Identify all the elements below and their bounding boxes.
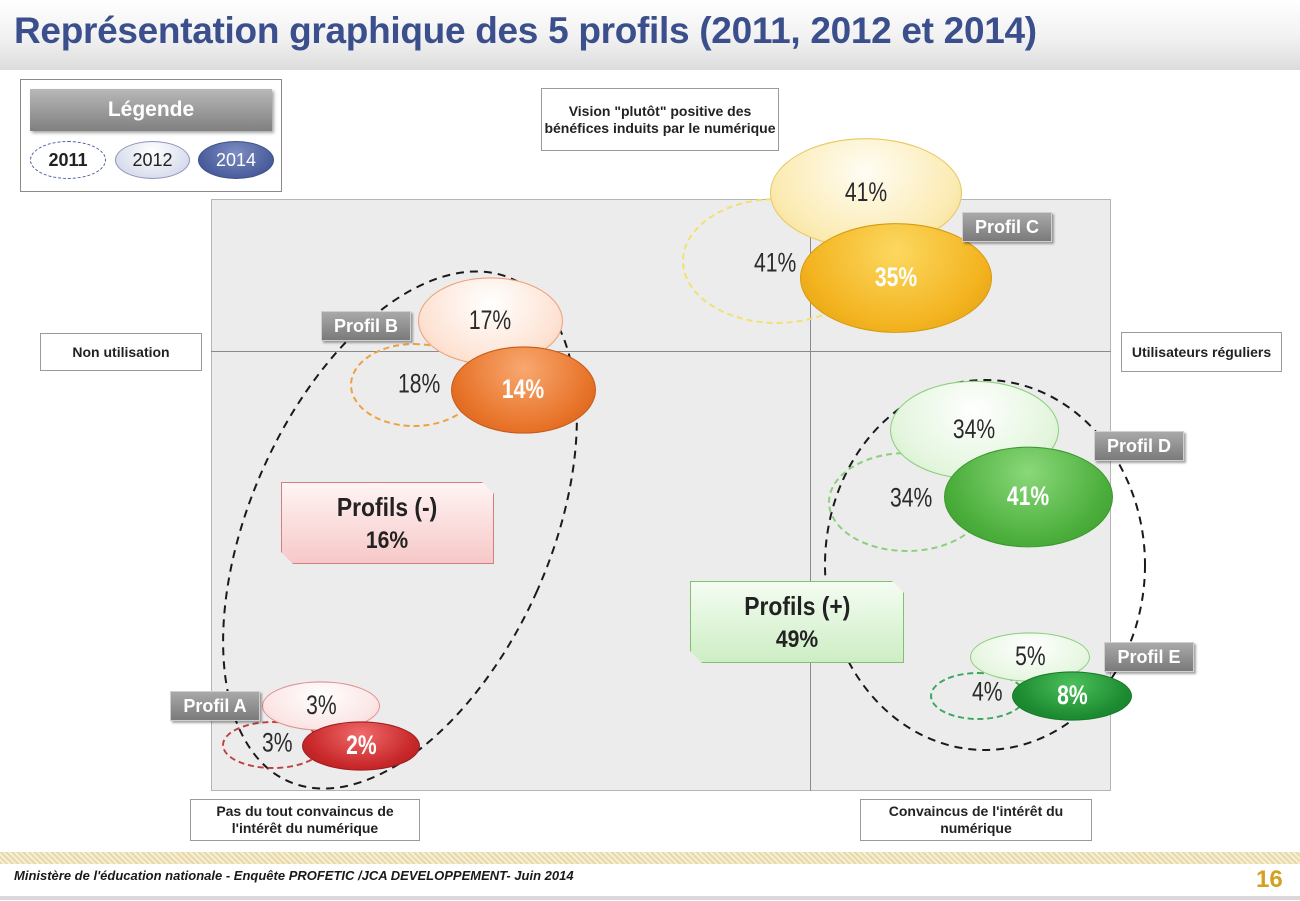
title-bar xyxy=(0,0,1300,70)
profile-e-2014-bubble: 8% xyxy=(1012,671,1132,721)
bottom-border xyxy=(0,896,1300,900)
profile-a-2011-value: 3% xyxy=(262,728,293,759)
slide-title: Représentation graphique des 5 profils (… xyxy=(14,10,1037,51)
legend-title: Légende xyxy=(30,89,272,131)
axis-label-top: Vision "plutôt" positive des bénéfices i… xyxy=(541,88,779,151)
axis-label-right: Utilisateurs réguliers xyxy=(1121,332,1282,372)
legend-2012: 2012 xyxy=(115,141,190,179)
axis-label-left: Non utilisation xyxy=(40,333,202,371)
profile-d-label: Profil D xyxy=(1094,431,1184,461)
profile-b-2011-value: 18% xyxy=(398,369,441,400)
legend-2011: 2011 xyxy=(30,141,106,179)
profile-e-label: Profil E xyxy=(1104,642,1194,672)
profile-c-label: Profil C xyxy=(962,212,1052,242)
profile-d-2014-bubble: 41% xyxy=(944,446,1113,548)
positive-group-outline xyxy=(824,379,1146,751)
page-number: 16 xyxy=(1256,866,1283,893)
negative-profiles-box: Profils (-) 16% xyxy=(281,482,494,564)
profile-a-2014-bubble: 2% xyxy=(302,721,420,771)
profile-b-label: Profil B xyxy=(321,311,411,341)
horizontal-axis-line xyxy=(211,351,1111,352)
legend-2014: 2014 xyxy=(198,141,274,179)
positive-profiles-box: Profils (+) 49% xyxy=(690,581,904,663)
positive-profiles-value: 49% xyxy=(775,625,819,653)
vertical-axis-line xyxy=(810,199,811,791)
footer-band xyxy=(0,852,1300,864)
profile-b-2014-bubble: 14% xyxy=(451,346,596,434)
positive-profiles-label: Profils (+) xyxy=(743,590,851,621)
axis-label-bottom-right: Convaincus de l'intérêt du numérique xyxy=(860,799,1092,841)
profile-c-2014-bubble: 35% xyxy=(800,223,992,333)
axis-label-bottom-left: Pas du tout convaincus de l'intérêt du n… xyxy=(190,799,420,841)
profile-a-label: Profil A xyxy=(170,691,260,721)
footer-source: Ministère de l'éducation nationale - Enq… xyxy=(14,868,574,883)
profile-d-2011-value: 34% xyxy=(890,483,933,514)
negative-profiles-label: Profils (-) xyxy=(337,491,438,522)
negative-profiles-value: 16% xyxy=(366,526,409,554)
profile-e-2011-value: 4% xyxy=(972,677,1003,708)
profile-c-2011-value: 41% xyxy=(754,248,797,279)
